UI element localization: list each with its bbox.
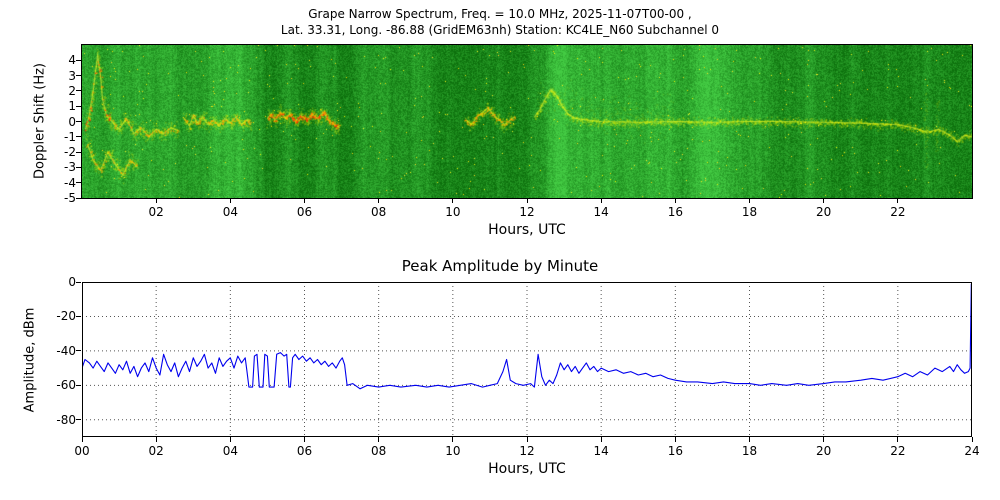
amplitude-x-tick xyxy=(749,437,750,442)
spectrogram-y-tick-label: -1 xyxy=(64,129,76,144)
amplitude-x-tick-label: 00 xyxy=(74,444,90,458)
spectrogram-y-tick xyxy=(76,151,81,153)
amplitude-x-tick xyxy=(526,437,528,442)
amplitude-x-tick xyxy=(971,437,973,442)
spectrogram-x-tick-label: 02 xyxy=(148,205,164,219)
amplitude-x-tick-label: 22 xyxy=(890,444,906,458)
spectrogram-x-tick xyxy=(155,198,157,203)
spectrogram-y-tick-label: -5 xyxy=(64,191,76,205)
amplitude-x-tick-label: 14 xyxy=(593,444,609,458)
spectrogram-x-tick xyxy=(897,198,899,203)
spectrogram-y-tick xyxy=(76,182,81,184)
amplitude-x-tick xyxy=(81,437,83,442)
spectrogram-y-tick xyxy=(76,90,81,92)
spectrogram-y-tick-label: 1 xyxy=(68,99,76,114)
amplitude-x-tick xyxy=(378,437,380,442)
amplitude-x-tick xyxy=(155,437,157,442)
spectrogram-x-tick-label: 10 xyxy=(445,205,461,219)
amplitude-y-tick xyxy=(76,281,81,283)
spectrogram-title-line1: Grape Narrow Spectrum, Freq. = 10.0 MHz,… xyxy=(308,7,692,21)
spectrogram-x-tick-label: 16 xyxy=(667,205,683,219)
spectrogram-x-tick xyxy=(823,198,825,203)
spectrogram-y-tick-label: -3 xyxy=(64,160,76,175)
spectrogram-y-tick xyxy=(76,105,81,107)
spectrogram-x-tick xyxy=(526,198,528,203)
spectrogram-x-tick-label: 04 xyxy=(222,205,238,219)
spectrogram-x-tick xyxy=(674,198,676,203)
amplitude-x-axis-label: Hours, UTC xyxy=(488,461,566,477)
amplitude-y-tick-label: -60 xyxy=(56,378,76,393)
amplitude-x-tick-label: 12 xyxy=(519,444,535,458)
amplitude-x-tick-label: 18 xyxy=(741,444,758,458)
spectrogram-y-tick-label: -2 xyxy=(64,145,76,160)
spectrogram-y-tick-label: 0 xyxy=(68,114,76,129)
spectrogram-y-tick-label: 4 xyxy=(68,53,76,68)
amplitude-x-tick xyxy=(674,437,676,442)
spectrogram-x-tick xyxy=(304,198,305,203)
spectrogram-y-tick-label: 3 xyxy=(68,68,76,83)
spectrogram-x-tick xyxy=(600,198,602,203)
amplitude-y-tick xyxy=(76,315,81,317)
amplitude-x-tick-label: 08 xyxy=(371,444,387,458)
amplitude-x-tick-label: 16 xyxy=(667,444,683,458)
amplitude-y-tick-label: -20 xyxy=(56,309,76,324)
amplitude-y-tick xyxy=(76,419,81,421)
amplitude-x-tick-label: 02 xyxy=(148,444,164,458)
spectrogram-y-tick xyxy=(76,166,81,168)
spectrogram-x-tick-label: 06 xyxy=(296,205,313,219)
amplitude-x-tick xyxy=(304,437,305,442)
spectrogram-x-tick-label: 20 xyxy=(816,205,832,219)
amplitude-x-tick xyxy=(897,437,899,442)
spectrogram-y-tick xyxy=(76,59,81,61)
spectrogram-title-line2: Lat. 33.31, Long. -86.88 (GridEM63nh) St… xyxy=(280,23,720,37)
amplitude-y-tick xyxy=(76,384,81,386)
spectrogram-y-tick xyxy=(76,121,81,122)
amplitude-x-tick xyxy=(600,437,602,442)
amplitude-x-tick-label: 10 xyxy=(445,444,461,458)
amplitude-x-tick xyxy=(823,437,825,442)
spectrogram-x-axis-label: Hours, UTC xyxy=(488,222,566,238)
amplitude-x-tick-label: 24 xyxy=(964,444,980,458)
spectrogram-x-tick xyxy=(749,198,750,203)
spectrogram-x-tick-label: 08 xyxy=(371,205,387,219)
amplitude-x-tick-label: 20 xyxy=(816,444,832,458)
spectrogram-x-tick xyxy=(452,198,454,203)
amplitude-y-tick-label: -40 xyxy=(56,343,76,358)
spectrogram-y-tick xyxy=(76,197,81,199)
spectrogram-y-tick xyxy=(76,75,81,77)
spectrogram-plot-area xyxy=(81,44,973,199)
amplitude-x-tick-label: 04 xyxy=(222,444,238,458)
spectrogram-x-tick-label: 12 xyxy=(519,205,535,219)
amplitude-x-tick xyxy=(229,437,231,442)
amplitude-y-tick-label: -80 xyxy=(56,412,76,427)
amplitude-x-tick-label: 06 xyxy=(296,444,313,458)
spectrogram-y-tick-label: -4 xyxy=(64,175,76,190)
spectrogram-x-tick xyxy=(378,198,380,203)
spectrogram-y-tick xyxy=(76,136,81,138)
amplitude-chart xyxy=(82,282,972,437)
amplitude-y-tick-label: 0 xyxy=(68,275,76,289)
spectrogram-x-tick-label: 14 xyxy=(593,205,609,219)
spectrogram-y-tick-label: 2 xyxy=(68,83,76,98)
plot-border xyxy=(82,282,972,437)
spectrogram-canvas xyxy=(82,45,972,198)
amplitude-line xyxy=(82,283,972,390)
amplitude-y-tick xyxy=(76,350,81,352)
amplitude-title: Peak Amplitude by Minute xyxy=(401,257,599,275)
amplitude-x-tick xyxy=(452,437,454,442)
spectrogram-x-tick xyxy=(229,198,231,203)
spectrogram-x-tick-label: 18 xyxy=(741,205,758,219)
spectrogram-x-tick-label: 22 xyxy=(890,205,906,219)
